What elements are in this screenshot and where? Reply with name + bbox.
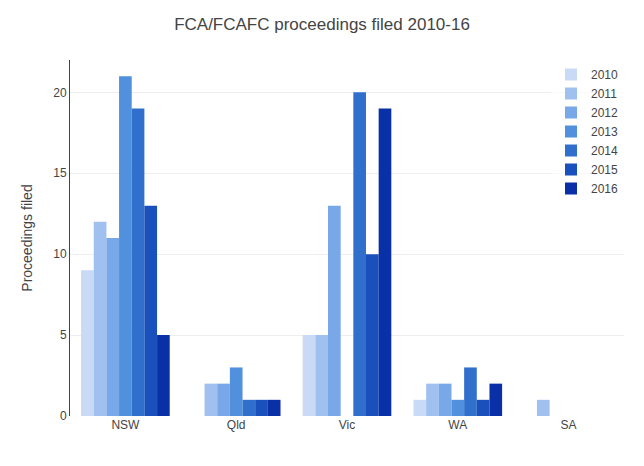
- svg-text:2016: 2016: [591, 182, 618, 196]
- svg-text:FCA/FCAFC proceedings filed 20: FCA/FCAFC proceedings filed 2010-16: [174, 15, 470, 34]
- svg-text:SA: SA: [561, 418, 577, 432]
- svg-text:5: 5: [60, 328, 67, 342]
- svg-text:2011: 2011: [591, 87, 617, 101]
- svg-text:0: 0: [60, 409, 67, 423]
- svg-text:10: 10: [53, 247, 67, 261]
- svg-text:Vic: Vic: [339, 418, 355, 432]
- svg-text:2010: 2010: [591, 68, 618, 82]
- svg-text:Qld: Qld: [227, 418, 246, 432]
- svg-text:2014: 2014: [591, 144, 618, 158]
- svg-text:2013: 2013: [591, 125, 618, 139]
- svg-text:Proceedings filed: Proceedings filed: [19, 184, 35, 291]
- svg-text:2012: 2012: [591, 106, 618, 120]
- svg-text:15: 15: [53, 166, 67, 180]
- svg-text:WA: WA: [448, 418, 467, 432]
- svg-text:20: 20: [53, 86, 67, 100]
- svg-text:NSW: NSW: [111, 418, 140, 432]
- svg-text:2015: 2015: [591, 163, 618, 177]
